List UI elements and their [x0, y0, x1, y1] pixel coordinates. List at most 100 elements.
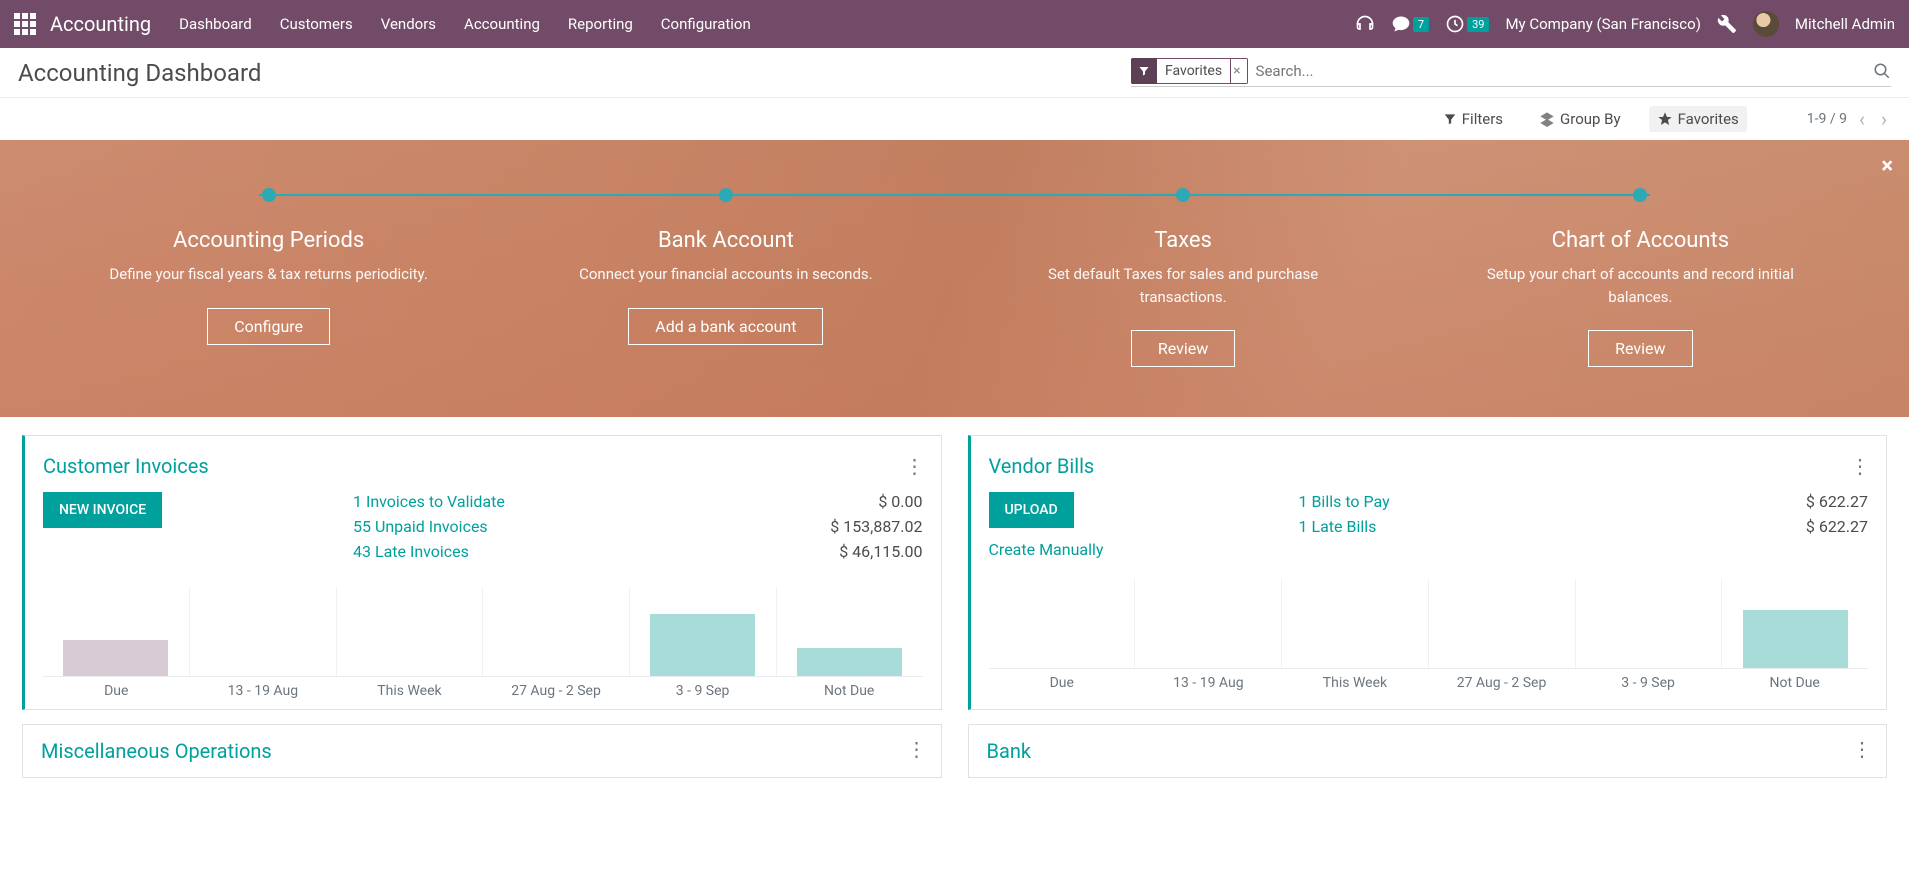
chart-label: Due: [989, 675, 1136, 691]
review-coa-button[interactable]: Review: [1588, 330, 1692, 367]
filter-chip-favorites[interactable]: Favorites ×: [1131, 58, 1248, 84]
filter-icon: [1131, 58, 1157, 84]
nav-dashboard[interactable]: Dashboard: [179, 15, 252, 33]
card-vendor-bills: Vendor Bills ⋮ UPLOAD Create Manually 1 …: [968, 435, 1888, 710]
app-title: Accounting: [50, 12, 151, 36]
card-title[interactable]: Customer Invoices: [43, 454, 209, 478]
step-periods: Accounting Periods Define your fiscal ye…: [40, 188, 497, 367]
nav-accounting[interactable]: Accounting: [464, 15, 540, 33]
info-link[interactable]: 1 Late Bills: [1299, 517, 1377, 536]
add-bank-button[interactable]: Add a bank account: [628, 308, 823, 345]
search-input[interactable]: [1248, 58, 1873, 84]
chart-bar[interactable]: [1428, 579, 1575, 668]
card-kebab-icon[interactable]: ⋮: [907, 737, 925, 761]
step-title: Accounting Periods: [60, 228, 477, 253]
page-title: Accounting Dashboard: [18, 59, 261, 87]
chart-label: This Week: [336, 683, 483, 699]
step-desc: Define your fiscal years & tax returns p…: [109, 263, 429, 286]
groupby-label: Group By: [1560, 110, 1621, 128]
user-avatar[interactable]: [1753, 11, 1779, 37]
nav-reporting[interactable]: Reporting: [568, 15, 633, 33]
step-desc: Setup your chart of accounts and record …: [1480, 263, 1800, 308]
chart-bar[interactable]: [989, 579, 1135, 668]
company-selector[interactable]: My Company (San Francisco): [1505, 15, 1700, 33]
top-navbar: Accounting Dashboard Customers Vendors A…: [0, 0, 1909, 48]
filters-button[interactable]: Filters: [1435, 106, 1511, 132]
chart-labels: Due13 - 19 AugThis Week27 Aug - 2 Sep3 -…: [43, 683, 923, 699]
step-desc: Set default Taxes for sales and purchase…: [1023, 263, 1343, 308]
step-title: Taxes: [975, 228, 1392, 253]
chart-label: Not Due: [1721, 675, 1868, 691]
nav-customers[interactable]: Customers: [280, 15, 353, 33]
configure-button[interactable]: Configure: [207, 308, 330, 345]
nav-configuration[interactable]: Configuration: [661, 15, 751, 33]
filters-label: Filters: [1462, 110, 1503, 128]
messages-badge: 7: [1413, 17, 1429, 32]
chart-bar[interactable]: [43, 587, 189, 676]
favorites-button[interactable]: Favorites: [1649, 106, 1747, 132]
chart-label: Due: [43, 683, 190, 699]
info-link[interactable]: 43 Late Invoices: [353, 542, 469, 561]
filter-chip-remove[interactable]: ×: [1231, 58, 1247, 84]
chart-bar[interactable]: [336, 587, 483, 676]
create-manually-link[interactable]: Create Manually: [989, 540, 1104, 559]
step-desc: Connect your financial accounts in secon…: [566, 263, 886, 286]
card-title[interactable]: Bank: [987, 739, 1869, 763]
info-value: $ 46,115.00: [839, 542, 922, 561]
banner-close-icon[interactable]: ×: [1881, 154, 1893, 179]
pager-prev[interactable]: ‹: [1855, 107, 1869, 131]
bills-chart: [989, 579, 1869, 669]
chart-bar[interactable]: [1721, 579, 1868, 668]
chart-label: Not Due: [776, 683, 923, 699]
card-kebab-icon[interactable]: ⋮: [1850, 454, 1868, 478]
user-name[interactable]: Mitchell Admin: [1795, 15, 1895, 33]
step-title: Chart of Accounts: [1432, 228, 1849, 253]
pager: 1-9 / 9 ‹ ›: [1807, 107, 1891, 131]
chart-label: 3 - 9 Sep: [1575, 675, 1722, 691]
chart-label: 13 - 19 Aug: [190, 683, 337, 699]
card-title[interactable]: Vendor Bills: [989, 454, 1095, 478]
invoice-chart: [43, 587, 923, 677]
search-icon[interactable]: [1873, 62, 1891, 80]
voip-icon[interactable]: [1355, 14, 1375, 34]
favorites-label: Favorites: [1678, 110, 1739, 128]
info-link[interactable]: 1 Invoices to Validate: [353, 492, 505, 511]
step-dot: [1633, 188, 1647, 202]
chart-label: 13 - 19 Aug: [1135, 675, 1282, 691]
filter-row: Filters Group By Favorites 1-9 / 9 ‹ ›: [0, 98, 1909, 140]
groupby-button[interactable]: Group By: [1531, 106, 1629, 132]
step-dot: [262, 188, 276, 202]
card-kebab-icon[interactable]: ⋮: [1852, 737, 1870, 761]
apps-icon[interactable]: [14, 13, 36, 35]
card-title[interactable]: Miscellaneous Operations: [41, 739, 923, 763]
info-value: $ 622.27: [1806, 517, 1868, 536]
filter-chip-label: Favorites: [1157, 58, 1231, 84]
activities-badge: 39: [1467, 17, 1489, 32]
search-area: Favorites ×: [1131, 58, 1891, 87]
messages-icon[interactable]: 7: [1391, 14, 1429, 34]
chart-bar[interactable]: [1575, 579, 1722, 668]
info-link[interactable]: 55 Unpaid Invoices: [353, 517, 488, 536]
chart-bar[interactable]: [629, 587, 776, 676]
chart-label: This Week: [1282, 675, 1429, 691]
review-taxes-button[interactable]: Review: [1131, 330, 1235, 367]
info-link[interactable]: 1 Bills to Pay: [1299, 492, 1390, 511]
card-misc-operations: Miscellaneous Operations ⋮: [22, 724, 942, 778]
nav-vendors[interactable]: Vendors: [381, 15, 436, 33]
chart-bar[interactable]: [1281, 579, 1428, 668]
chart-bar[interactable]: [776, 587, 923, 676]
chart-bar[interactable]: [482, 587, 629, 676]
new-invoice-button[interactable]: NEW INVOICE: [43, 492, 162, 528]
step-taxes: Taxes Set default Taxes for sales and pu…: [955, 188, 1412, 367]
onboarding-steps: Accounting Periods Define your fiscal ye…: [40, 188, 1869, 367]
chart-bar[interactable]: [1134, 579, 1281, 668]
activities-icon[interactable]: 39: [1445, 14, 1489, 34]
pager-next[interactable]: ›: [1877, 107, 1891, 131]
chart-bar[interactable]: [189, 587, 336, 676]
step-dot: [719, 188, 733, 202]
step-title: Bank Account: [517, 228, 934, 253]
card-kebab-icon[interactable]: ⋮: [905, 454, 923, 478]
debug-icon[interactable]: [1717, 14, 1737, 34]
upload-button[interactable]: UPLOAD: [989, 492, 1074, 528]
step-dot: [1176, 188, 1190, 202]
